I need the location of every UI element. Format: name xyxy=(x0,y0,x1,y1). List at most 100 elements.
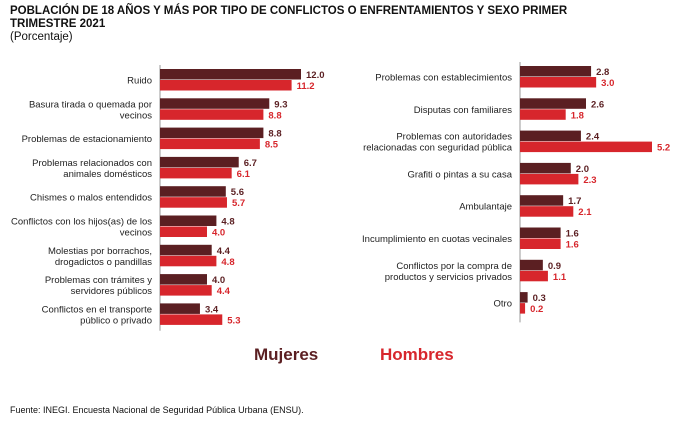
bar-hombres xyxy=(160,255,217,267)
data-label: 4.0 xyxy=(212,275,225,286)
category-label: Problemas con establecimientos xyxy=(375,73,512,84)
category-label: Ruido xyxy=(127,76,152,87)
bar-hombres xyxy=(520,77,597,88)
bar-hombres xyxy=(520,109,566,120)
category-label: Problemas relacionados con xyxy=(32,158,152,169)
category-label: Molestias por borrachos, xyxy=(48,246,152,257)
bar-hombres xyxy=(520,270,548,282)
category-label: Problemas de estacionamiento xyxy=(22,134,152,145)
data-label: 1.1 xyxy=(553,272,567,283)
category-label: Disputas con familiares xyxy=(414,105,512,116)
category-label: animales domésticos xyxy=(63,169,152,180)
chart-subtitle: (Porcentaje) xyxy=(10,31,73,43)
data-label: 3.4 xyxy=(205,304,219,315)
category-label: servidores públicos xyxy=(71,286,153,297)
bar-mujeres xyxy=(160,69,301,80)
data-label: 1.6 xyxy=(566,229,579,240)
bar-hombres xyxy=(160,80,292,91)
category-label: Ambulantaje xyxy=(459,202,512,213)
chart-title: POBLACIÓN DE 18 AÑOS Y MÁS POR TIPO DE C… xyxy=(10,5,568,30)
data-label: 4.0 xyxy=(212,228,225,239)
category-label: productos y servicios privados xyxy=(385,272,512,283)
bar-mujeres xyxy=(520,130,581,142)
bar-hombres xyxy=(520,141,652,153)
bar-mujeres xyxy=(520,162,571,174)
category-label: Incumplimiento en cuotas vecinales xyxy=(362,234,512,245)
data-label: 4.8 xyxy=(221,217,234,228)
data-label: 8.5 xyxy=(265,140,279,151)
data-label: 8.8 xyxy=(268,129,281,140)
data-label: 6.1 xyxy=(237,169,251,180)
data-label: 6.7 xyxy=(244,158,257,169)
bar-hombres xyxy=(520,206,574,217)
category-label: Conflictos en el transporte xyxy=(42,304,152,315)
bar-hombres xyxy=(160,167,232,179)
bar-mujeres xyxy=(520,227,561,238)
bar-hombres xyxy=(160,314,223,325)
category-label: Chismes o malos entendidos xyxy=(30,193,152,204)
data-label: 5.6 xyxy=(231,187,244,198)
bar-mujeres xyxy=(160,244,212,256)
data-label: 2.3 xyxy=(583,175,596,186)
data-label: 4.8 xyxy=(221,257,234,268)
bar-hombres xyxy=(160,138,260,150)
bar-mujeres xyxy=(520,292,528,303)
bar-mujeres xyxy=(160,98,270,109)
bar-hombres xyxy=(160,109,264,120)
data-label: 2.0 xyxy=(576,164,589,175)
category-label: vecinos xyxy=(120,110,152,121)
category-label: vecinos xyxy=(120,228,152,239)
bar-mujeres xyxy=(520,259,543,271)
category-label: relacionadas con seguridad pública xyxy=(363,143,513,154)
data-label: 2.1 xyxy=(578,207,592,218)
bar-hombres xyxy=(160,285,212,296)
category-label: drogadictos o pandillas xyxy=(55,257,152,268)
category-label: Problemas con trámites y xyxy=(45,275,152,286)
data-label: 0.2 xyxy=(530,304,543,315)
data-label: 5.7 xyxy=(232,198,245,209)
category-label: Conflictos por la compra de xyxy=(396,261,512,272)
chart-1: Ruido 12.011.2 Basura tirada o quemada por… xyxy=(11,65,325,331)
data-label: 5.3 xyxy=(227,315,240,326)
data-label: 0.9 xyxy=(548,261,561,272)
chart-2: Problemas con establecimientos 2.83.0 Disp… xyxy=(362,62,670,323)
source-note: Fuente: INEGI. Encuesta Nacional de Segu… xyxy=(10,405,304,415)
bar-mujeres xyxy=(160,156,239,168)
data-label: 1.7 xyxy=(568,196,581,207)
bar-mujeres xyxy=(160,215,217,226)
bar-mujeres xyxy=(160,303,200,314)
data-label: 4.4 xyxy=(217,246,231,257)
data-label: 4.4 xyxy=(217,286,231,297)
category-label: público o privado xyxy=(80,315,152,326)
data-label: 1.6 xyxy=(566,240,579,251)
category-label: Grafiti o pintas a su casa xyxy=(407,169,512,180)
bar-mujeres xyxy=(520,195,564,206)
data-label: 8.8 xyxy=(268,110,281,121)
bar-mujeres xyxy=(160,127,264,139)
data-label: 5.2 xyxy=(657,143,670,154)
bar-mujeres xyxy=(520,66,592,77)
category-label: Problemas con autoridades xyxy=(396,132,512,143)
data-label: 3.0 xyxy=(601,78,614,89)
bar-mujeres xyxy=(520,98,586,109)
data-label: 9.3 xyxy=(274,99,287,110)
data-label: 2.4 xyxy=(586,132,600,143)
data-label: 2.8 xyxy=(596,67,609,78)
data-label: 2.6 xyxy=(591,99,604,110)
bar-hombres xyxy=(520,173,579,185)
bar-mujeres xyxy=(160,274,207,285)
data-label: 1.8 xyxy=(571,110,584,121)
data-label: 0.3 xyxy=(533,293,546,304)
bar-hombres xyxy=(160,226,207,237)
data-label: 11.2 xyxy=(297,81,315,92)
category-label: Otro xyxy=(494,299,512,310)
category-label: Conflictos con los hijos(as) de los xyxy=(11,217,152,228)
bar-hombres xyxy=(520,238,561,249)
bar-hombres xyxy=(160,197,227,208)
legend-hombres: Hombres xyxy=(380,345,454,364)
category-label: Basura tirada o quemada por xyxy=(29,99,152,110)
bar-mujeres xyxy=(160,186,226,197)
legend-mujeres: Mujeres xyxy=(254,345,319,364)
